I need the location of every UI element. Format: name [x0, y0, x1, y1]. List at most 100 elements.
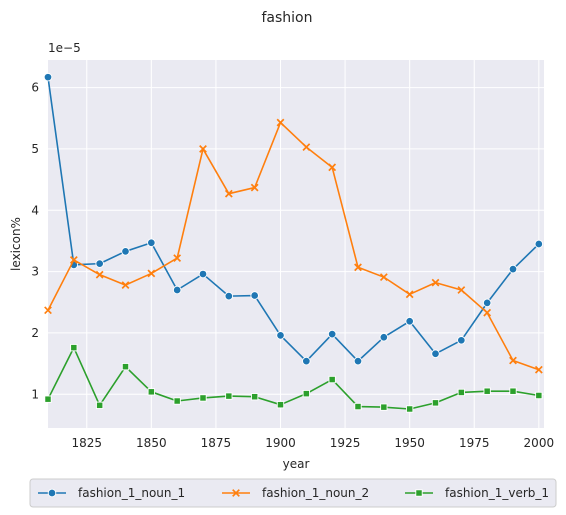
legend-item: fashion_1_verb_1	[405, 486, 549, 500]
data-point	[251, 393, 259, 401]
chart-title: fashion	[261, 10, 312, 26]
data-point	[457, 286, 466, 294]
data-point	[172, 285, 182, 295]
x-tick-label: 1850	[136, 436, 167, 450]
data-point	[147, 388, 155, 396]
x-tick-label: 1875	[201, 436, 232, 450]
data-point	[457, 336, 466, 345]
data-point	[380, 403, 388, 411]
y-axis-ticks: 1 2 3 4 5 6	[31, 81, 39, 402]
legend-item: fashion_1_noun_2	[222, 486, 369, 500]
plot-area	[48, 60, 544, 428]
data-point	[225, 392, 233, 400]
x-tick-label: 1900	[265, 436, 296, 450]
y-tick-label: 6	[31, 81, 39, 95]
data-point	[431, 349, 440, 359]
data-point	[328, 163, 337, 172]
legend-marker	[47, 488, 57, 498]
data-point	[95, 270, 104, 279]
data-point	[224, 189, 233, 198]
data-point	[535, 391, 543, 400]
x-tick-label: 1925	[330, 436, 361, 450]
data-point	[44, 395, 52, 403]
legend-frame	[29, 478, 557, 508]
series-fashion_1_verb_1	[44, 344, 543, 413]
data-point	[302, 356, 311, 366]
data-point	[199, 145, 207, 153]
data-point	[353, 356, 363, 366]
x-axis-ticks: 1825 1850 1875 1900 1925 1950 1975 2000	[71, 436, 554, 450]
data-point	[328, 375, 336, 384]
data-point	[379, 273, 388, 282]
legend-item: fashion_1_noun_1	[38, 486, 185, 500]
data-point	[302, 143, 311, 151]
data-point	[147, 238, 156, 248]
data-point	[250, 183, 259, 192]
data-point	[354, 263, 362, 272]
data-point	[483, 387, 491, 395]
y-tick-label: 1	[31, 387, 39, 401]
data-point	[534, 365, 543, 374]
series-layer	[43, 72, 544, 413]
data-point	[509, 356, 517, 365]
y-tick-label: 3	[31, 265, 39, 279]
data-point	[70, 344, 78, 352]
legend-marker	[415, 489, 423, 497]
data-point	[431, 278, 440, 287]
data-point	[199, 394, 207, 402]
data-point	[276, 331, 285, 340]
data-point	[405, 317, 414, 326]
data-point	[95, 259, 104, 268]
data-point	[44, 306, 52, 315]
data-point	[224, 291, 234, 301]
series-line	[47, 346, 539, 410]
data-point	[121, 247, 130, 256]
data-point	[121, 281, 130, 289]
x-tick-label: 1975	[459, 436, 490, 450]
legend-label: fashion_1_noun_1	[78, 486, 185, 500]
y-axis-offset-label: 1e−5	[48, 41, 81, 55]
data-point	[198, 269, 208, 279]
y-tick-label: 2	[31, 326, 39, 340]
data-point	[431, 399, 440, 407]
data-point	[405, 290, 414, 299]
data-point	[69, 256, 78, 264]
data-point	[276, 401, 285, 409]
data-point	[173, 397, 181, 405]
y-axis-title: lexicon%	[9, 217, 23, 271]
data-point	[327, 329, 337, 339]
data-point	[250, 291, 259, 300]
data-point	[509, 387, 517, 395]
x-tick-label: 2000	[524, 436, 555, 450]
data-point	[276, 118, 285, 127]
y-tick-label: 4	[31, 203, 39, 217]
x-tick-label: 1825	[71, 436, 102, 450]
data-point	[43, 72, 53, 82]
data-point	[354, 402, 362, 411]
x-axis-title: year	[283, 457, 310, 471]
data-point	[121, 363, 130, 371]
data-point	[482, 298, 492, 308]
series-line	[47, 121, 540, 371]
data-point	[173, 254, 182, 263]
data-point	[406, 405, 414, 413]
grid-lines	[48, 60, 544, 428]
data-point	[457, 388, 465, 397]
data-point	[534, 239, 544, 249]
data-point	[483, 308, 492, 317]
data-point	[147, 269, 156, 278]
data-point	[508, 264, 518, 274]
series-line	[47, 77, 540, 362]
data-point	[302, 390, 310, 398]
x-tick-label: 1950	[394, 436, 425, 450]
legend: fashion_1_noun_1 fashion_1_noun_2 fashion_…	[29, 478, 557, 508]
data-point	[96, 401, 104, 409]
y-tick-label: 5	[31, 142, 39, 156]
legend-label: fashion_1_verb_1	[445, 486, 549, 500]
legend-label: fashion_1_noun_2	[262, 486, 369, 500]
series-fashion_1_noun_2	[44, 118, 543, 374]
data-point	[379, 332, 389, 342]
series-fashion_1_noun_1	[43, 72, 544, 366]
legend-marker	[232, 489, 240, 497]
